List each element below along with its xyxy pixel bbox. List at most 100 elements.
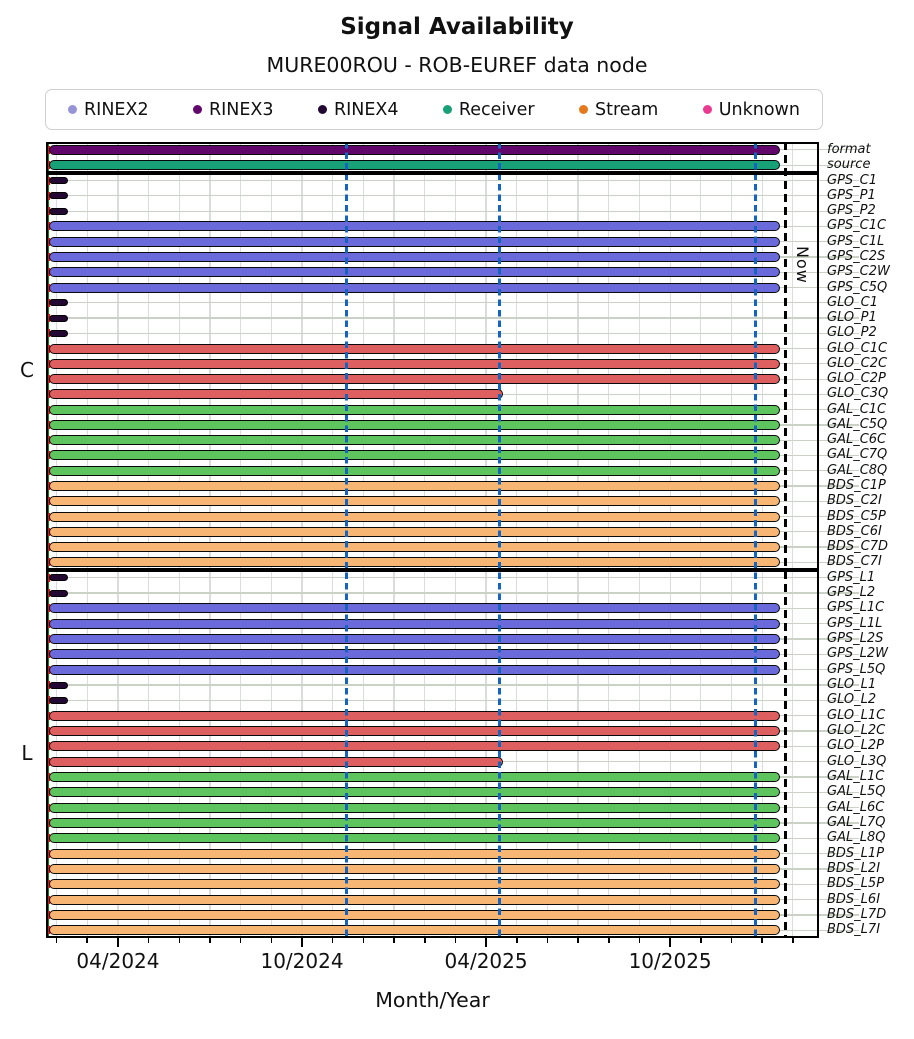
row-label-leader [817, 531, 859, 533]
row-label-bds_c1p: BDS_C1P [827, 478, 886, 494]
legend-marker-icon [68, 105, 77, 114]
month-gridline [393, 142, 395, 938]
month-gridline [56, 142, 58, 938]
availability-bar-bds_l6i [49, 894, 781, 905]
row-label-leader [817, 164, 859, 166]
availability-bar-bds_c7i [49, 557, 781, 568]
availability-start-stub [49, 696, 69, 704]
row-label-gps_l5q: GPS_L5Q [827, 661, 886, 677]
legend-marker-icon [442, 105, 452, 114]
availability-bar-gps_c5q [49, 282, 781, 293]
x-axis-tick [301, 938, 303, 947]
row-label-leader [817, 883, 859, 885]
availability-start-stub [49, 314, 69, 322]
row-label-gal_c6c: GAL_C6C [827, 432, 887, 448]
row-label-bds_l2i: BDS_L2I [827, 861, 881, 877]
availability-bar-gal_l1c [49, 772, 781, 782]
section-border-C [46, 173, 819, 570]
month-gridline [608, 142, 610, 938]
x-axis-tick [638, 938, 641, 943]
x-axis-tick-label: 04/2024 [76, 949, 160, 973]
x-axis-tick [117, 938, 119, 947]
availability-bar-source [49, 160, 781, 171]
row-label-gal_c8q: GAL_C8Q [827, 462, 888, 478]
x-axis-tick [792, 938, 794, 943]
row-label-leader [817, 470, 859, 472]
row-label-leader [817, 347, 859, 350]
availability-bar-bds_l7d [49, 910, 781, 920]
row-gridline [46, 684, 819, 686]
row-label-leader [817, 332, 859, 334]
availability-bar-bds_c1p [49, 481, 781, 492]
row-label-glo_l1c: GLO_L1C [827, 707, 886, 723]
row-label-leader [817, 807, 859, 809]
row-label-leader [817, 500, 859, 502]
month-gridline [454, 142, 456, 938]
row-gridline [46, 180, 819, 182]
row-label-gps_c1: GPS_C1 [827, 172, 878, 188]
row-label-leader [817, 592, 859, 594]
x-axis-tick [546, 938, 549, 943]
availability-bar-gps_l5q [49, 664, 781, 675]
legend-marker-icon [579, 105, 588, 114]
availability-bar-glo_c3q [49, 389, 503, 400]
row-label-bds_l6i: BDS_L6I [827, 891, 881, 907]
x-axis-tick [730, 938, 733, 943]
availability-bar-glo_l2p [49, 741, 781, 752]
availability-start-stub [49, 681, 69, 689]
month-gridline [240, 142, 242, 938]
row-label-leader [817, 730, 859, 732]
row-gridline [46, 577, 819, 579]
row-label-gps_c2w: GPS_C2W [827, 264, 890, 280]
row-label-gal_l5q: GAL_L5Q [827, 784, 886, 800]
month-gridline [761, 142, 763, 938]
reference-date-line [345, 142, 349, 938]
row-label-bds_c5p: BDS_C5P [827, 508, 886, 524]
row-label-leader [817, 623, 859, 625]
x-axis-tick [669, 938, 671, 947]
row-label-leader [817, 546, 859, 548]
row-label-gps_l2w: GPS_L2W [827, 646, 889, 662]
legend-marker-icon [317, 105, 327, 114]
row-label-glo_l1: GLO_L1 [827, 677, 877, 693]
availability-bar-gal_c5q [49, 419, 781, 430]
row-label-gal_l6c: GAL_L6C [827, 799, 885, 815]
x-axis-tick [485, 938, 487, 947]
month-gridline [730, 142, 733, 938]
availability-bar-bds_l2i [49, 864, 781, 874]
row-label-leader [817, 929, 859, 931]
x-axis-tick [515, 938, 518, 943]
section-label-c: C [20, 358, 34, 382]
availability-bar-gal_c7q [49, 450, 781, 461]
row-label-leader [817, 638, 859, 640]
row-label-bds_l1p: BDS_L1P [827, 845, 885, 861]
month-gridline [424, 142, 426, 938]
row-label-bds_l7i: BDS_L7I [827, 922, 881, 938]
row-label-gps_l2: GPS_L2 [827, 585, 876, 601]
availability-start-stub [49, 177, 69, 185]
availability-bar-gal_l7q [49, 818, 781, 828]
availability-bar-gps_l2w [49, 649, 781, 660]
x-axis-title: Month/Year [375, 988, 490, 1012]
now-marker-label: Now [793, 246, 812, 284]
row-label-leader [817, 653, 859, 655]
availability-bar-gps_l1c [49, 603, 781, 614]
plot-area [46, 142, 819, 938]
legend-item-rinex2: RINEX2 [68, 100, 149, 120]
month-gridline [485, 142, 487, 938]
row-label-leader [817, 195, 859, 197]
row-label-bds_l5p: BDS_L5P [827, 876, 885, 892]
row-label-leader [817, 868, 859, 870]
availability-bar-gps_c2s [49, 251, 781, 262]
month-gridline [577, 142, 579, 938]
legend-item-unknown: Unknown [702, 100, 800, 120]
row-label-glo_l3q: GLO_L3Q [827, 753, 887, 769]
x-axis-tick-label: 10/2024 [260, 949, 344, 973]
availability-bar-gps_c1l [49, 236, 781, 247]
availability-bar-gps_l2s [49, 634, 781, 644]
availability-bar-gal_c1c [49, 404, 781, 415]
row-label-leader [817, 424, 859, 426]
row-label-leader [817, 837, 859, 839]
row-label-gps_p2: GPS_P2 [827, 203, 876, 219]
